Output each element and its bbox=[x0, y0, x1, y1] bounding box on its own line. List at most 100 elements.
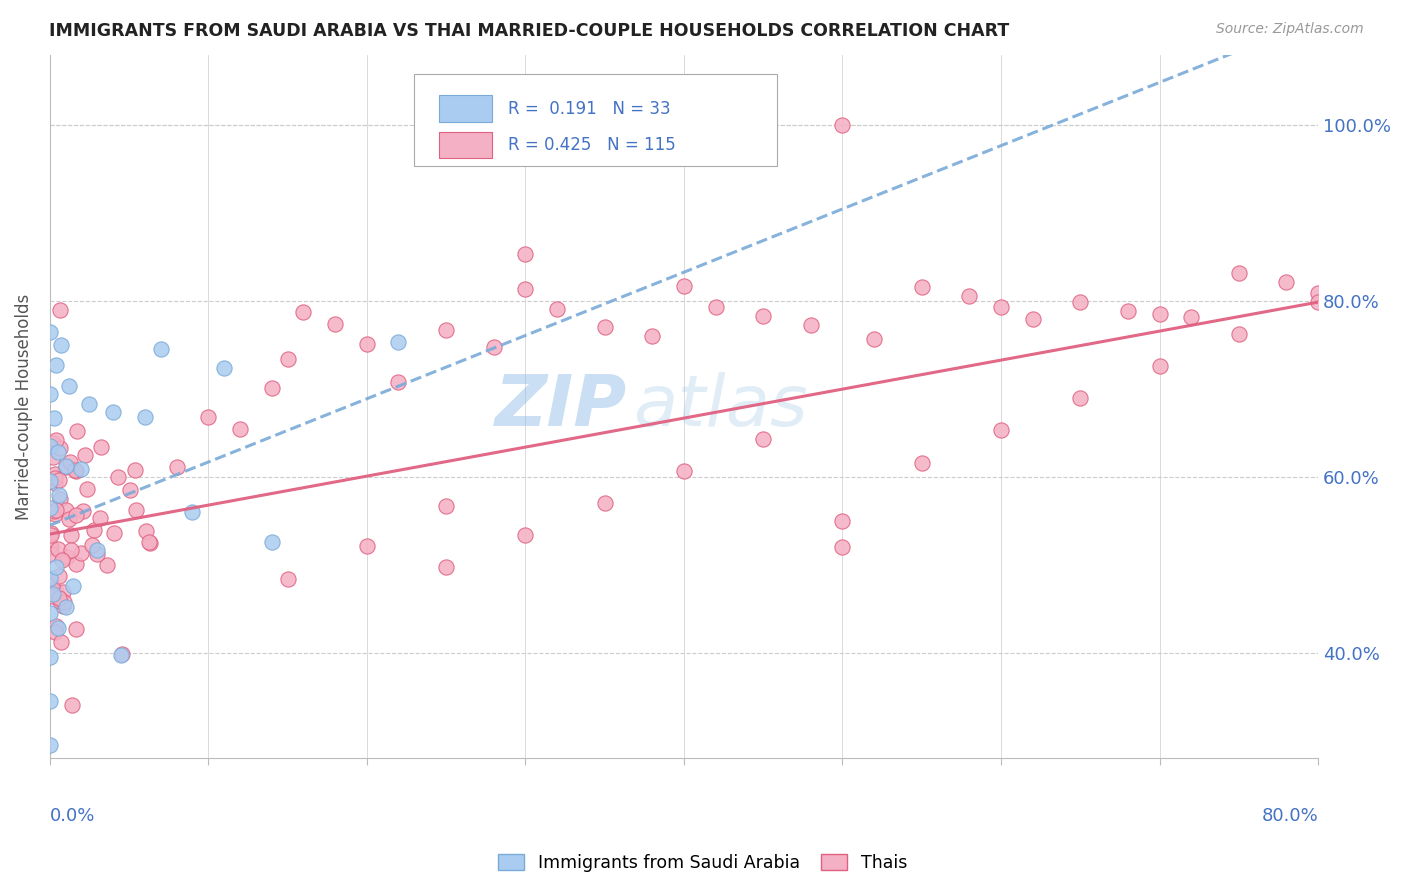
Point bbox=[55, 460, 77, 475]
Point bbox=[41, 589, 63, 603]
Point bbox=[44, 503, 66, 517]
Point bbox=[44, 507, 66, 521]
Text: Source: ZipAtlas.com: Source: ZipAtlas.com bbox=[1216, 22, 1364, 37]
Point bbox=[66, 424, 89, 438]
Point bbox=[515, 528, 537, 542]
Point bbox=[42, 587, 65, 601]
Point bbox=[76, 482, 98, 496]
Text: atlas: atlas bbox=[633, 372, 808, 442]
Point bbox=[82, 538, 104, 552]
Point bbox=[48, 591, 70, 605]
FancyBboxPatch shape bbox=[439, 95, 492, 122]
Legend: Immigrants from Saudi Arabia, Thais: Immigrants from Saudi Arabia, Thais bbox=[492, 847, 914, 879]
Point bbox=[79, 397, 101, 411]
Point bbox=[1069, 392, 1091, 406]
Point bbox=[44, 411, 66, 425]
Point bbox=[134, 410, 156, 425]
FancyBboxPatch shape bbox=[439, 132, 492, 159]
Point bbox=[990, 424, 1012, 438]
Point bbox=[49, 635, 72, 649]
Point bbox=[38, 738, 60, 752]
Point bbox=[89, 511, 111, 525]
Point bbox=[752, 309, 775, 323]
Point bbox=[55, 459, 77, 474]
Point bbox=[38, 694, 60, 708]
Point bbox=[73, 448, 96, 462]
Point bbox=[59, 455, 82, 469]
Point bbox=[42, 504, 65, 518]
Point bbox=[46, 542, 69, 557]
Point bbox=[800, 318, 823, 332]
Point bbox=[38, 571, 60, 585]
Point bbox=[55, 503, 77, 517]
Point bbox=[38, 439, 60, 453]
Point bbox=[292, 305, 315, 319]
Point bbox=[41, 579, 63, 593]
Point bbox=[45, 619, 67, 633]
Point bbox=[46, 445, 69, 459]
Point bbox=[86, 547, 108, 561]
Point bbox=[1180, 310, 1202, 324]
Point bbox=[44, 471, 66, 485]
Point bbox=[111, 647, 134, 661]
Point bbox=[38, 475, 60, 489]
Point bbox=[58, 379, 80, 393]
Point bbox=[45, 559, 67, 574]
Point bbox=[166, 460, 188, 475]
Text: IMMIGRANTS FROM SAUDI ARABIA VS THAI MARRIED-COUPLE HOUSEHOLDS CORRELATION CHART: IMMIGRANTS FROM SAUDI ARABIA VS THAI MAR… bbox=[49, 22, 1010, 40]
Point bbox=[86, 543, 108, 558]
Point bbox=[38, 650, 60, 665]
Text: 0.0%: 0.0% bbox=[49, 806, 96, 824]
Point bbox=[60, 698, 83, 712]
Point bbox=[38, 386, 60, 401]
Point bbox=[69, 546, 91, 560]
Point bbox=[52, 599, 75, 614]
Point bbox=[110, 648, 132, 662]
Point bbox=[52, 585, 75, 599]
Point bbox=[260, 381, 283, 395]
Point bbox=[83, 523, 105, 537]
Point bbox=[276, 572, 298, 586]
Point bbox=[49, 492, 72, 507]
Point bbox=[59, 542, 82, 557]
Point bbox=[1069, 294, 1091, 309]
Point bbox=[387, 376, 409, 390]
Point bbox=[911, 456, 934, 470]
Point bbox=[107, 470, 129, 484]
Point bbox=[55, 599, 77, 614]
Text: 80.0%: 80.0% bbox=[1261, 806, 1319, 824]
Point bbox=[45, 434, 67, 448]
Point bbox=[1022, 312, 1045, 326]
Point bbox=[831, 541, 853, 555]
Point bbox=[1227, 266, 1250, 280]
Point bbox=[65, 464, 87, 478]
Point bbox=[45, 585, 67, 599]
Point bbox=[229, 422, 252, 436]
Point bbox=[197, 410, 219, 425]
Point bbox=[1308, 286, 1330, 301]
Point bbox=[1275, 275, 1298, 289]
Text: R =  0.191   N = 33: R = 0.191 N = 33 bbox=[508, 100, 671, 118]
Point bbox=[1149, 359, 1171, 374]
Point bbox=[72, 504, 94, 518]
Point bbox=[356, 540, 378, 554]
Point bbox=[44, 467, 66, 482]
Point bbox=[1116, 303, 1139, 318]
Point bbox=[356, 337, 378, 351]
Point bbox=[672, 464, 695, 478]
Point bbox=[149, 343, 172, 357]
Point bbox=[39, 525, 62, 540]
Point bbox=[704, 300, 727, 314]
Point bbox=[1308, 295, 1330, 310]
Point bbox=[90, 440, 112, 454]
Y-axis label: Married-couple Households: Married-couple Households bbox=[15, 293, 32, 520]
Point bbox=[41, 541, 63, 555]
Point bbox=[911, 279, 934, 293]
Point bbox=[52, 595, 75, 609]
Point bbox=[135, 524, 157, 538]
Point bbox=[124, 462, 146, 476]
Point bbox=[118, 483, 141, 497]
Point bbox=[831, 514, 853, 528]
Point bbox=[65, 463, 87, 477]
Point bbox=[65, 508, 87, 523]
